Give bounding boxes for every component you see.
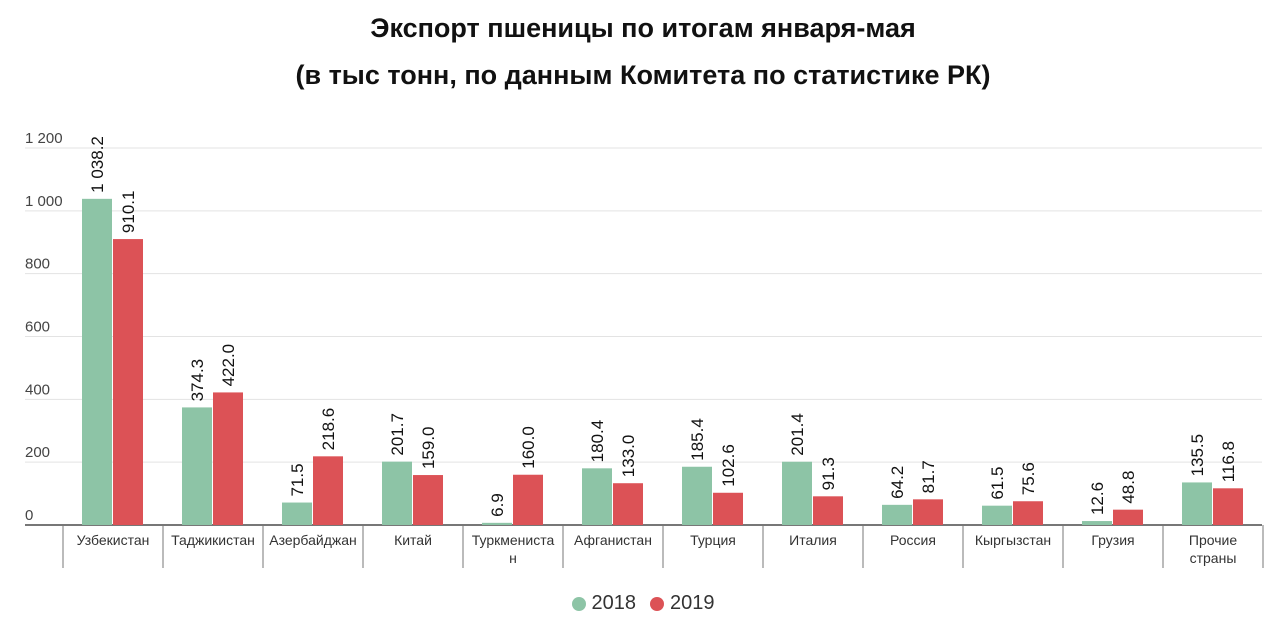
bar-2019 bbox=[413, 475, 443, 525]
y-tick-label: 0 bbox=[25, 507, 33, 524]
bar-2018 bbox=[882, 504, 912, 525]
bar-2018 bbox=[82, 198, 112, 526]
bar-2018 bbox=[982, 505, 1012, 525]
y-tick-label: 400 bbox=[25, 381, 50, 398]
y-tick-label: 800 bbox=[25, 256, 50, 273]
bar-2018 bbox=[682, 466, 712, 525]
bar-2019 bbox=[513, 474, 543, 525]
data-label: 116.8 bbox=[1219, 441, 1238, 482]
x-tick-label: Прочие bbox=[1189, 532, 1237, 548]
y-tick-label: 1 000 bbox=[25, 193, 63, 210]
x-tick-label: Россия bbox=[890, 532, 936, 548]
bar-2019 bbox=[113, 239, 143, 526]
data-label: 1 038.2 bbox=[88, 136, 107, 193]
bar-2018 bbox=[182, 407, 212, 525]
data-label: 201.4 bbox=[788, 413, 807, 456]
data-label: 218.6 bbox=[319, 408, 338, 451]
x-tick-label: Турция bbox=[690, 532, 736, 548]
legend-swatch-2019 bbox=[650, 596, 664, 611]
bar-2018 bbox=[482, 522, 512, 525]
legend: 2018 2019 bbox=[0, 592, 1286, 615]
x-tick-label: Китай bbox=[394, 532, 432, 548]
legend-label: 2019 bbox=[670, 592, 715, 614]
data-label: 6.9 bbox=[488, 493, 507, 517]
legend-item-2019[interactable]: 2019 bbox=[650, 592, 715, 615]
y-tick-label: 200 bbox=[25, 444, 50, 461]
data-label: 201.7 bbox=[388, 413, 407, 456]
data-label: 135.5 bbox=[1188, 434, 1207, 477]
data-label: 71.5 bbox=[288, 463, 307, 496]
data-label: 160.0 bbox=[519, 426, 538, 469]
bar-2019 bbox=[1013, 501, 1043, 525]
bar-2018 bbox=[382, 461, 412, 525]
x-tick-label: н bbox=[509, 550, 517, 566]
legend-label: 2018 bbox=[591, 592, 637, 614]
bar-2019 bbox=[1213, 488, 1243, 525]
x-tick-label: Кыргызстан bbox=[975, 532, 1051, 548]
bar-2018 bbox=[1082, 521, 1112, 525]
y-tick-label: 1 200 bbox=[25, 130, 63, 147]
bar-2018 bbox=[282, 502, 312, 525]
x-tick-label: страны bbox=[1190, 550, 1237, 566]
data-label: 180.4 bbox=[588, 420, 607, 463]
data-label: 910.1 bbox=[119, 191, 138, 234]
x-tick-label: Грузия bbox=[1091, 532, 1134, 548]
bar-2018 bbox=[582, 468, 612, 525]
bar-2019 bbox=[613, 483, 643, 525]
bar-2019 bbox=[713, 492, 743, 525]
chart-title: Экспорт пшеницы по итогам января-мая bbox=[370, 13, 916, 43]
legend-item-2018[interactable]: 2018 bbox=[571, 592, 637, 615]
data-label: 61.5 bbox=[988, 467, 1007, 500]
bar-2019 bbox=[213, 392, 243, 525]
x-tick-label: Таджикистан bbox=[171, 532, 255, 548]
x-tick-label: Туркмениста bbox=[472, 532, 555, 548]
data-label: 422.0 bbox=[219, 344, 238, 387]
chart-subtitle: (в тыс тонн, по данным Комитета по стати… bbox=[295, 60, 991, 90]
data-label: 91.3 bbox=[819, 457, 838, 490]
data-label: 102.6 bbox=[719, 444, 738, 487]
data-label: 133.0 bbox=[619, 435, 638, 478]
data-label: 75.6 bbox=[1019, 462, 1038, 495]
x-tick-label: Афганистан bbox=[574, 532, 652, 548]
data-label: 12.6 bbox=[1088, 482, 1107, 515]
x-tick-label: Азербайджан bbox=[269, 532, 357, 548]
legend-swatch-2018 bbox=[571, 596, 586, 611]
bar-2019 bbox=[313, 456, 343, 525]
bar-2019 bbox=[913, 499, 943, 525]
data-label: 159.0 bbox=[419, 427, 438, 470]
x-tick-label: Узбекистан bbox=[77, 532, 150, 548]
data-label: 81.7 bbox=[919, 460, 938, 493]
bar-2019 bbox=[1113, 509, 1143, 525]
data-label: 64.2 bbox=[888, 466, 907, 499]
bar-2018 bbox=[782, 461, 812, 525]
data-label: 374.3 bbox=[188, 359, 207, 402]
data-label: 185.4 bbox=[688, 418, 707, 461]
y-tick-label: 600 bbox=[25, 319, 50, 336]
bar-2019 bbox=[813, 496, 843, 525]
data-label: 48.8 bbox=[1119, 471, 1138, 504]
x-tick-label: Италия bbox=[789, 532, 837, 548]
bar-2018 bbox=[1182, 482, 1212, 525]
